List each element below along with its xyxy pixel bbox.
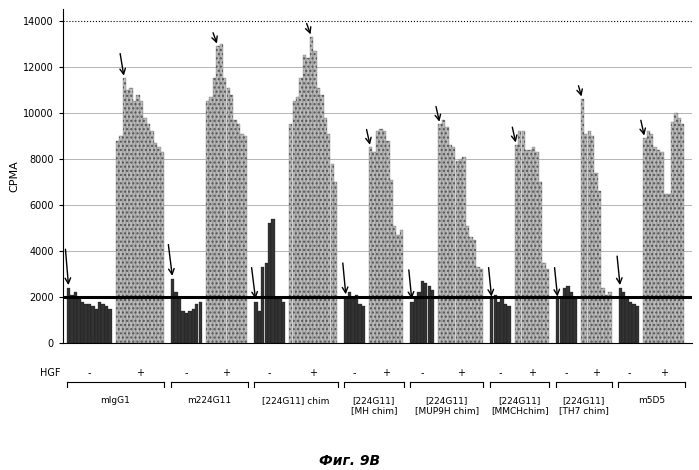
Bar [226,87,230,343]
Bar [463,157,466,343]
Bar [223,78,226,343]
Bar [497,302,500,343]
Bar [469,237,473,343]
Bar [601,288,605,343]
Bar [675,113,677,343]
Bar [143,118,147,343]
Bar [275,299,278,343]
Bar [452,148,456,343]
Bar [199,302,202,343]
Bar [677,118,681,343]
Bar [459,159,463,343]
Bar [386,141,389,343]
Bar [87,304,91,343]
Bar [647,132,650,343]
Bar [188,311,192,343]
Bar [334,182,338,343]
Bar [306,58,310,343]
Bar [535,152,539,343]
Text: +: + [528,368,536,378]
Bar [581,99,584,343]
Bar [528,150,532,343]
Text: -: - [87,368,91,378]
Bar [431,290,434,343]
Bar [376,132,379,343]
Bar [178,297,181,343]
Bar [271,219,275,343]
Bar [74,292,78,343]
Bar [240,133,244,343]
Bar [254,302,257,343]
Bar [369,148,373,343]
Bar [438,125,442,343]
Bar [150,132,154,343]
Bar [373,152,375,343]
Bar [310,37,313,343]
Bar [206,102,209,343]
Bar [140,102,143,343]
Bar [98,302,101,343]
Bar [396,235,400,343]
Bar [361,306,365,343]
Bar [268,223,271,343]
Bar [209,97,212,343]
Bar [622,292,626,343]
Bar [244,136,247,343]
Text: +: + [382,368,390,378]
Bar [327,133,331,343]
Bar [393,226,396,343]
Bar [445,127,449,343]
Bar [289,125,292,343]
Bar [643,138,647,343]
Bar [119,136,122,343]
Bar [85,304,87,343]
Bar [122,78,126,343]
Bar [278,297,282,343]
Bar [105,306,108,343]
Bar [136,94,140,343]
Bar [212,78,216,343]
Bar [282,302,285,343]
Text: -: - [498,368,502,378]
Bar [556,299,559,343]
Bar [598,191,601,343]
Bar [171,279,174,343]
Bar [681,125,684,343]
Bar [449,145,452,343]
Bar [258,311,261,343]
Text: mIgG1: mIgG1 [101,396,131,405]
Bar [303,55,306,343]
Bar [261,267,264,343]
Text: +: + [136,368,144,378]
Text: m224G11: m224G11 [187,396,231,405]
Bar [480,269,483,343]
Bar [570,292,573,343]
Bar [358,304,361,343]
Bar [518,132,521,343]
Bar [296,97,299,343]
Bar [348,292,351,343]
Text: -: - [185,368,188,378]
Bar [566,286,570,343]
Bar [230,94,233,343]
Bar [619,288,622,343]
Bar [233,120,237,343]
Text: +: + [309,368,317,378]
Bar [192,309,195,343]
Bar [476,267,480,343]
Text: +: + [660,368,668,378]
Bar [94,309,98,343]
Bar [108,309,112,343]
Bar [351,299,354,343]
Text: [224G11]
[TH7 chim]: [224G11] [TH7 chim] [559,396,609,415]
Bar [608,292,612,343]
Bar [500,297,504,343]
Bar [157,148,161,343]
Bar [650,133,654,343]
Bar [299,78,303,343]
Bar [507,306,511,343]
Bar [345,297,347,343]
Bar [539,182,542,343]
Bar [410,302,414,343]
Bar [185,313,188,343]
